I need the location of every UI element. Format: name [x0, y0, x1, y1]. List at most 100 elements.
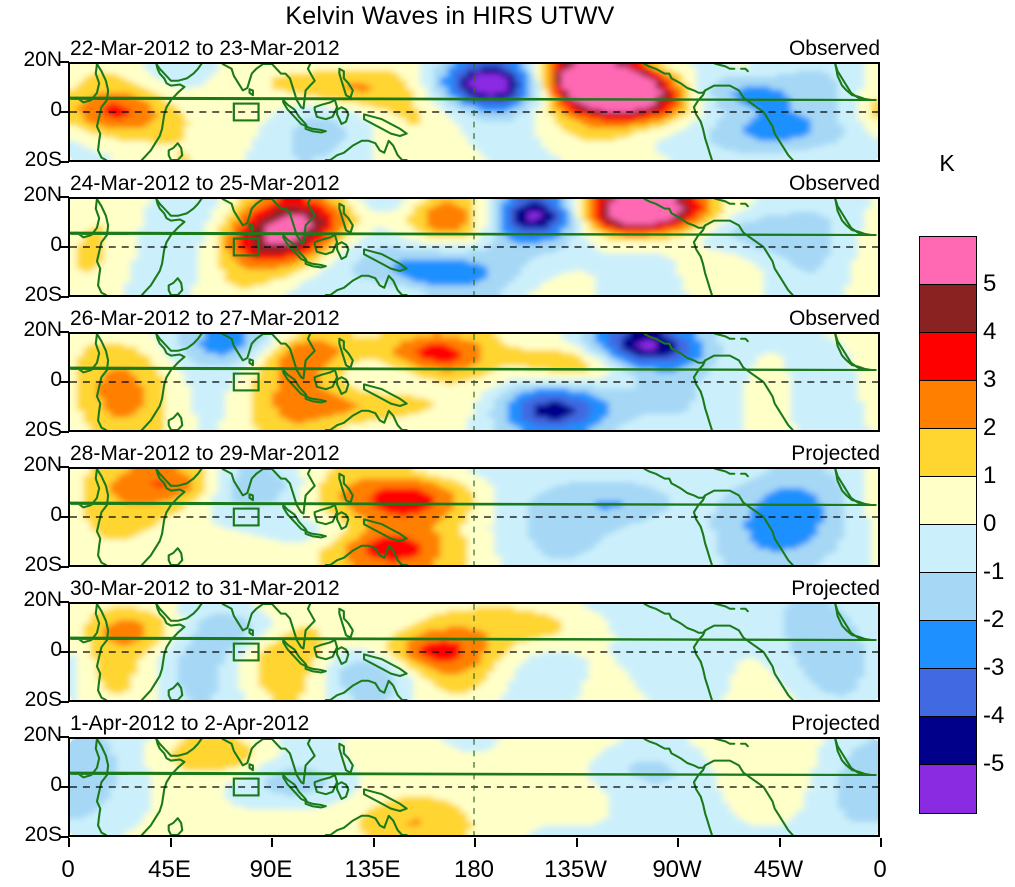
x-tick-mark [778, 838, 781, 847]
x-tick-label: 135W [544, 856, 607, 884]
colorbar-band [920, 381, 976, 429]
x-tick-mark [68, 838, 70, 847]
panel-title: 1-Apr-2012 to 2-Apr-2012 [70, 712, 309, 736]
y-tick-mark [60, 61, 69, 63]
colorbar-tick-label: 1 [983, 462, 996, 490]
contour-field [70, 469, 878, 565]
colorbar-tick-label: -2 [983, 606, 1004, 634]
colorbar-band [920, 285, 976, 333]
y-tick-mark [60, 431, 69, 433]
contour-field [70, 604, 878, 700]
x-tick-label: 45W [754, 856, 803, 884]
contour-field [70, 64, 878, 160]
y-tick-mark [60, 381, 69, 383]
panel-status-label: Observed [789, 37, 880, 61]
y-tick-mark [60, 651, 69, 653]
panel-title: 26-Mar-2012 to 27-Mar-2012 [70, 307, 340, 331]
y-tick-label: 20N [0, 723, 62, 747]
colorbar-band [920, 573, 976, 621]
y-tick-mark [60, 111, 69, 113]
y-tick-label: 0 [0, 233, 62, 257]
y-tick-label: 20N [0, 318, 62, 342]
x-tick-mark [271, 838, 273, 847]
coastlines [70, 64, 877, 160]
colorbar-band [920, 669, 976, 717]
y-tick-label: 20S [0, 688, 62, 712]
x-tick-mark [880, 838, 882, 847]
panel-plot-area [68, 332, 880, 432]
colorbar-tick-label: 3 [983, 366, 996, 394]
y-tick-label: 20N [0, 588, 62, 612]
coastlines [70, 334, 877, 430]
y-tick-mark [60, 701, 69, 703]
panel-plot-area [68, 602, 880, 702]
panel-plot-area [68, 197, 880, 297]
y-tick-mark [60, 566, 69, 568]
region-box-marker [232, 777, 260, 797]
y-tick-mark [60, 331, 69, 333]
x-tick-label: 135E [344, 856, 400, 884]
region-box-marker [232, 372, 260, 392]
panel-plot-area [68, 62, 880, 162]
x-tick-label: 45E [148, 856, 191, 884]
panel-plot-area [68, 737, 880, 837]
y-tick-label: 0 [0, 98, 62, 122]
panel-status-label: Observed [789, 172, 880, 196]
y-tick-label: 0 [0, 503, 62, 527]
x-axis: 0 45E 90E 135E 180 135W 90W 45W 0 [61, 838, 887, 886]
x-tick-label: 90W [652, 856, 701, 884]
y-tick-mark [60, 161, 69, 163]
colorbar-tick-label: -5 [983, 750, 1004, 778]
contour-field [70, 739, 878, 835]
colorbar-band [920, 429, 976, 477]
x-tick-mark [372, 838, 375, 847]
panel-status-label: Projected [791, 577, 880, 601]
coastlines [70, 739, 877, 835]
x-tick-label: 0 [873, 856, 886, 884]
panel-title: 28-Mar-2012 to 29-Mar-2012 [70, 442, 340, 466]
colorbar-units-label: K [919, 150, 975, 177]
y-tick-label: 20S [0, 823, 62, 847]
panel-plot-area [68, 467, 880, 567]
coastlines [70, 199, 877, 295]
coastlines [70, 604, 877, 700]
x-tick-mark [474, 838, 476, 847]
contour-field [70, 334, 878, 430]
x-tick-label: 180 [454, 856, 494, 884]
y-tick-mark [60, 296, 69, 298]
y-tick-label: 20N [0, 453, 62, 477]
x-tick-label: 90E [250, 856, 293, 884]
y-tick-mark [60, 786, 69, 788]
colorbar-tick-label: 0 [983, 510, 996, 538]
colorbar-band [920, 333, 976, 381]
colorbar-tick-label: 4 [983, 318, 996, 346]
coastlines [70, 469, 877, 565]
colorbar-tick-label: -1 [983, 558, 1004, 586]
y-tick-label: 0 [0, 638, 62, 662]
colorbar-tick-label: 2 [983, 414, 996, 442]
x-tick-mark [677, 838, 679, 847]
y-tick-mark [60, 601, 69, 603]
y-tick-mark [60, 466, 69, 468]
y-tick-label: 20N [0, 48, 62, 72]
y-tick-label: 20S [0, 553, 62, 577]
colorbar-tick-label: -4 [983, 702, 1004, 730]
y-tick-label: 20S [0, 148, 62, 172]
y-tick-label: 20S [0, 418, 62, 442]
region-box-marker [232, 642, 260, 662]
colorbar-band [920, 525, 976, 573]
y-tick-label: 0 [0, 773, 62, 797]
colorbar-band [920, 477, 976, 525]
panel-title: 24-Mar-2012 to 25-Mar-2012 [70, 172, 340, 196]
x-tick-label: 0 [61, 856, 74, 884]
panel-title: 30-Mar-2012 to 31-Mar-2012 [70, 577, 340, 601]
colorbar-band [920, 621, 976, 669]
colorbar-tick-label: -3 [983, 654, 1004, 682]
colorbar-tick-label: 5 [983, 270, 996, 298]
y-tick-label: 20S [0, 283, 62, 307]
figure-title: Kelvin Waves in HIRS UTWV [0, 2, 900, 31]
y-tick-mark [60, 196, 69, 198]
panel-title: 22-Mar-2012 to 23-Mar-2012 [70, 37, 340, 61]
region-box-marker [232, 237, 260, 257]
